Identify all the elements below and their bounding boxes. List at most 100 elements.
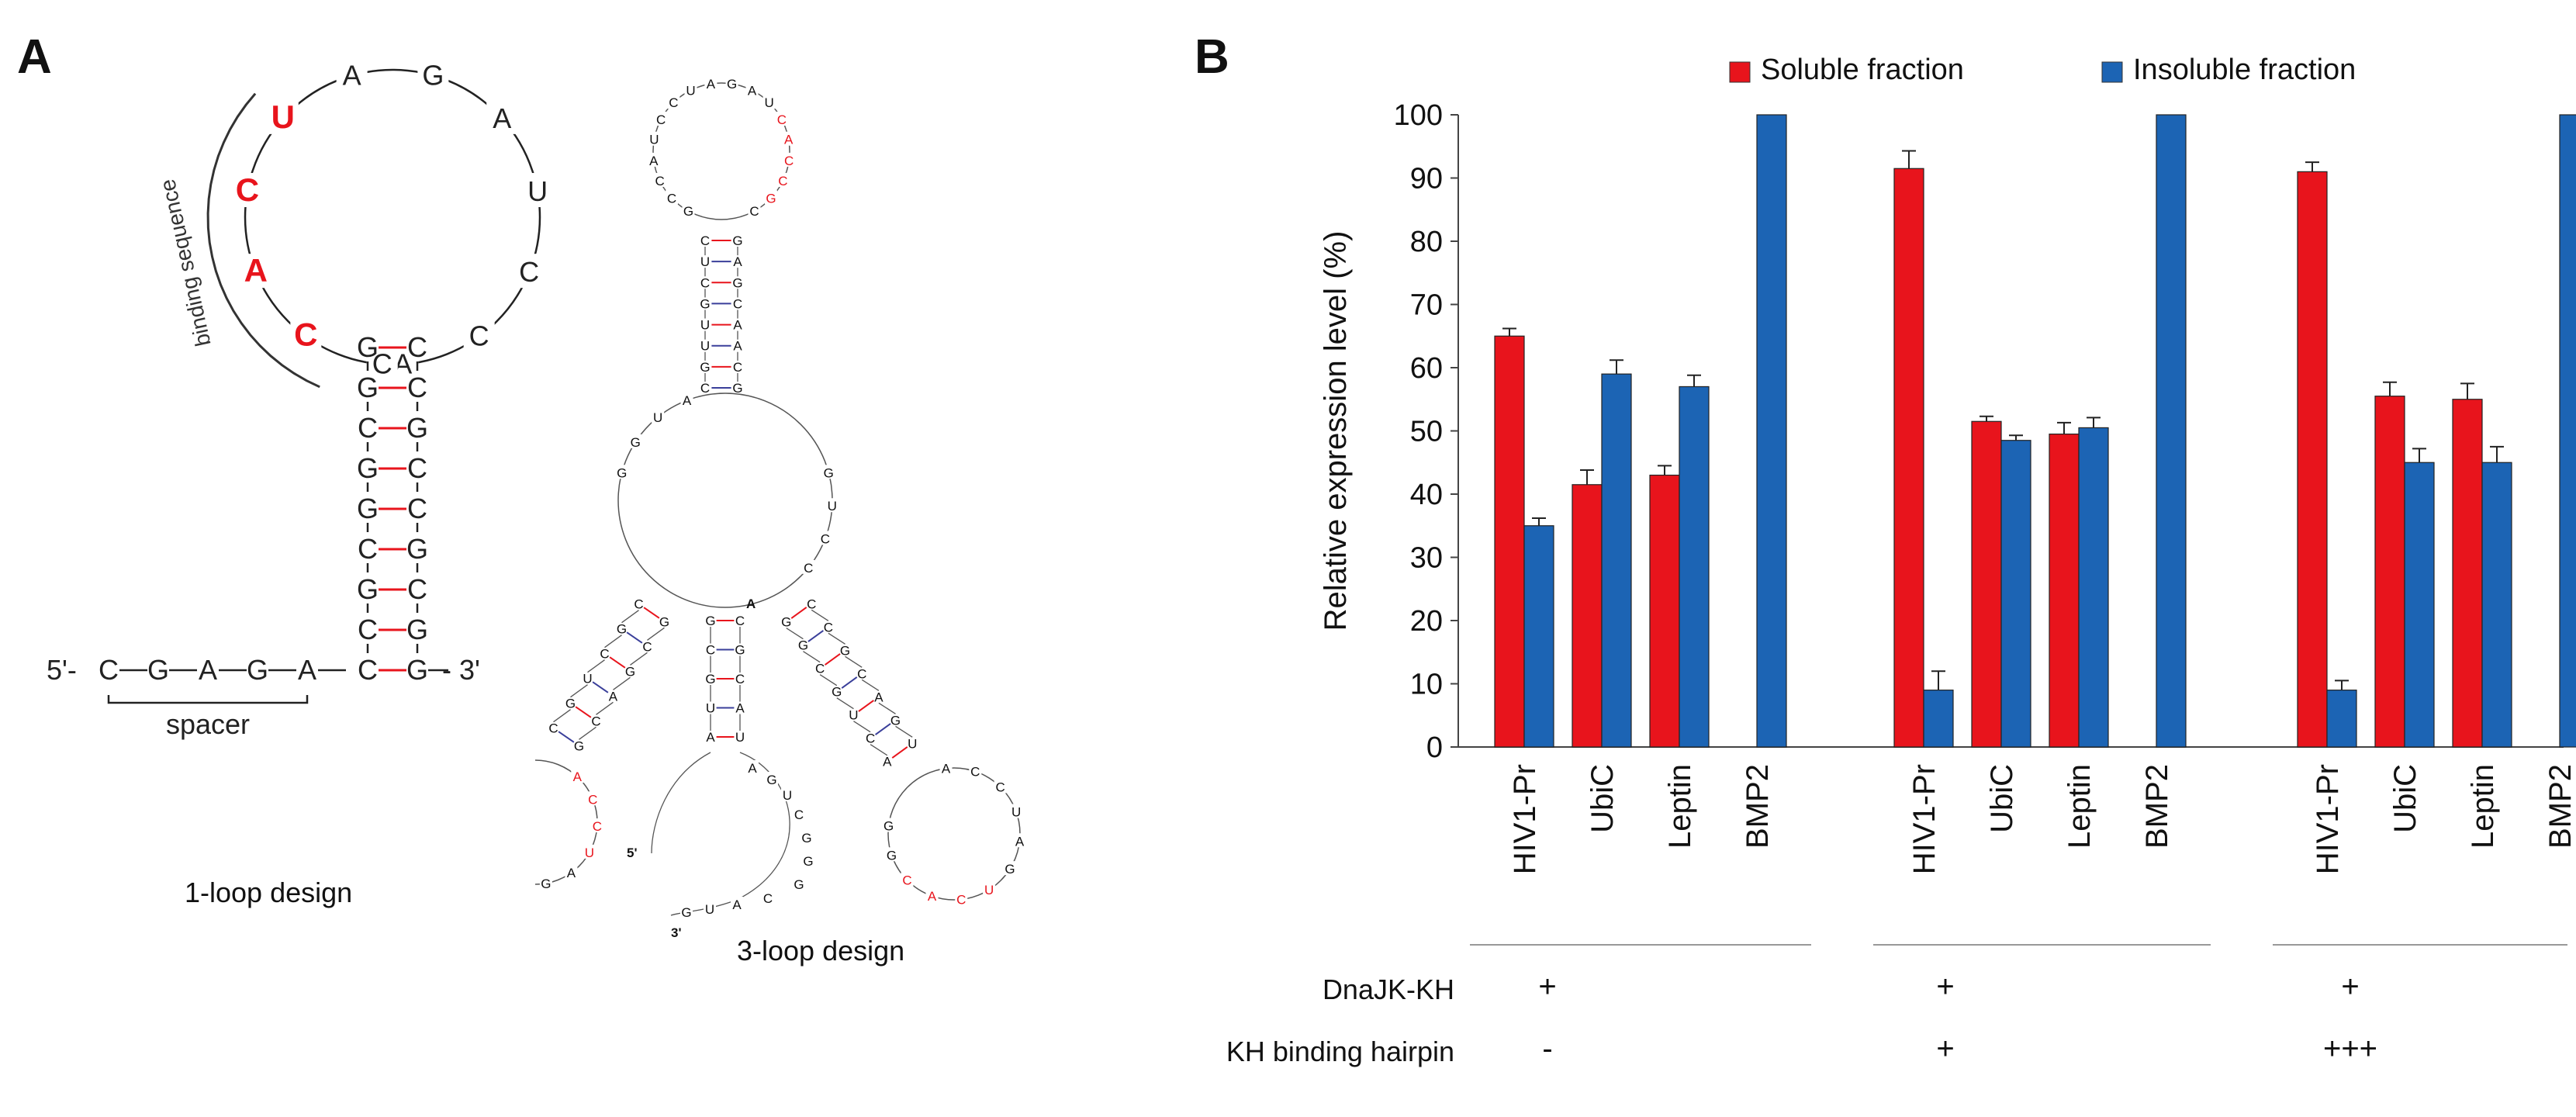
letter-bg — [825, 498, 838, 513]
expression-bar-chart: 0 10 20 30 40 50 60 70 80 90 100 Relative expressio… — [1319, 54, 2576, 946]
central-loop-nucleotide: A — [683, 393, 692, 408]
bar-insoluble-fraction-leptin — [2481, 462, 2512, 748]
loop-nucleotide: A — [244, 252, 268, 289]
loop-nucleotide: U — [271, 99, 295, 135]
letter-bg — [783, 152, 796, 167]
x-category-label: Leptin — [2063, 764, 2097, 849]
top-stem-nucleotide: C — [733, 360, 742, 375]
base-pair-bond — [643, 607, 660, 619]
y-tick-label: 10 — [1410, 669, 1443, 701]
bar-insoluble-fraction-bmp2 — [1756, 114, 1787, 748]
top-loop-nucleotide: A — [784, 133, 794, 147]
x-category-label: BMP2 — [1741, 764, 1775, 849]
right-stem-nucleotide: G — [798, 638, 808, 653]
top-loop-nucleotide: G — [727, 78, 737, 92]
left-stem-nucleotide: G — [617, 622, 627, 637]
loop-letter-bg — [522, 173, 554, 208]
top-loop-nucleotide: A — [748, 83, 757, 98]
middle-stem-nucleotide: A — [735, 701, 745, 716]
top-loop-nucleotide: U — [764, 95, 773, 110]
top-stem-nucleotide: G — [700, 296, 710, 311]
stem-left-nucleotide: C — [358, 614, 378, 645]
backbone — [819, 674, 838, 686]
right-stem-nucleotide: A — [883, 755, 892, 769]
left-stem-nucleotide: A — [609, 689, 618, 704]
letter-bg — [629, 434, 642, 448]
letter-bg — [994, 779, 1007, 794]
top-stem-nucleotide: A — [733, 318, 742, 333]
left-stem-nucleotide: C — [548, 721, 558, 736]
letter-bg — [565, 865, 578, 880]
right-loop-nucleotide: A — [928, 889, 937, 904]
top-loop-nucleotide: G — [683, 204, 693, 219]
top-loop-nucleotide: G — [766, 191, 776, 206]
right-stem-nucleotide: C — [857, 666, 866, 681]
bar-insoluble-fraction-hiv1-pr — [1923, 690, 1954, 748]
central-loop-nucleotide: U — [828, 499, 837, 514]
letter-bg — [665, 190, 678, 205]
stem-right-nucleotide: G — [406, 533, 428, 565]
panel-a-label: A — [17, 30, 52, 84]
middle-stem-nucleotide: C — [706, 643, 715, 658]
loop-letter-bg — [417, 57, 449, 92]
left-stem-nucleotide: C — [634, 597, 643, 612]
middle-stem-nucleotide: U — [706, 701, 715, 716]
letter-bg — [781, 787, 794, 801]
tail-nucleotide: G — [794, 877, 804, 892]
panel-b-label: B — [1195, 30, 1229, 84]
y-tick-label: 30 — [1410, 542, 1443, 575]
central-loop-nucleotide: G — [631, 435, 641, 450]
letter-bg — [983, 882, 996, 897]
backbone — [587, 659, 605, 673]
letter-bg — [776, 172, 790, 187]
letter-bg — [586, 791, 600, 806]
letter-bg — [822, 465, 835, 479]
bar-soluble-fraction-hiv1-pr — [2297, 171, 2328, 748]
y-axis-label: Relative expression level (%) — [1319, 231, 1353, 631]
right-stem-nucleotide: G — [832, 685, 842, 700]
tail-nucleotide: A — [732, 897, 742, 912]
letter-bg — [590, 818, 603, 833]
bar-insoluble-fraction-ubic — [2000, 440, 2031, 748]
letter-bg — [748, 203, 761, 218]
base-pair-bond — [807, 630, 824, 642]
right-loop-nucleotide: G — [1004, 862, 1015, 877]
stem-right-nucleotide: C — [407, 331, 427, 363]
left-stem-nucleotide: G — [659, 614, 669, 629]
letter-bg — [682, 203, 695, 218]
stem-left-nucleotide: G — [357, 573, 379, 605]
stem-left-nucleotide: C — [358, 654, 378, 686]
top-stem-nucleotide: G — [700, 360, 710, 375]
loop-letter-bg — [290, 317, 322, 352]
legend-label-1: Insoluble fraction — [2133, 54, 2356, 86]
condition-row2-label: KH binding hairpin — [1226, 1036, 1454, 1067]
left-stem-nucleotide: G — [625, 664, 635, 679]
letter-bg — [704, 901, 716, 915]
backbone — [579, 726, 596, 740]
letter-bg — [539, 875, 552, 890]
legend-label-0: Soluble fraction — [1761, 54, 1964, 86]
central-loop-outline — [617, 393, 833, 608]
backbone — [828, 632, 845, 645]
letter-bg — [653, 172, 666, 187]
central-loop-nucleotide: G — [824, 465, 834, 480]
top-loop-nucleotide: C — [749, 204, 759, 219]
loop-nucleotide: U — [527, 175, 548, 207]
letter-bg — [725, 78, 738, 91]
left-stem-nucleotide: C — [591, 714, 600, 728]
letter-bg — [955, 891, 968, 906]
bar-insoluble-fraction-leptin — [1679, 386, 1710, 748]
stem-right-nucleotide: C — [407, 573, 427, 605]
y-tick-label: 40 — [1410, 479, 1443, 511]
top-stem-nucleotide: G — [732, 275, 742, 290]
letter-bg — [765, 190, 778, 205]
backbone — [786, 628, 804, 640]
stem-right-nucleotide: G — [406, 412, 428, 444]
top-stem-nucleotide: U — [700, 254, 710, 269]
condition-row1-group3: + — [2341, 970, 2360, 1004]
x-category-label: Leptin — [1663, 764, 1697, 849]
letter-bg — [762, 95, 776, 109]
y-tick-label: 100 — [1394, 99, 1443, 132]
